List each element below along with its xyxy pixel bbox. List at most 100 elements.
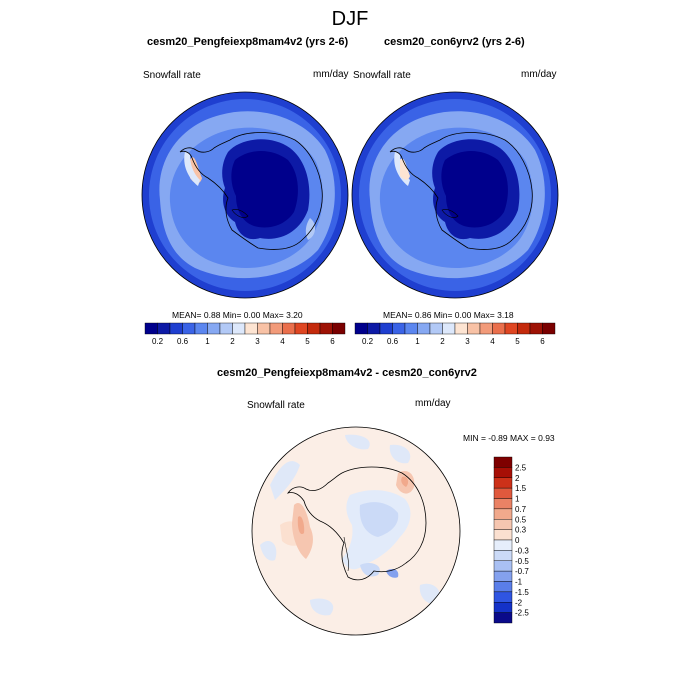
- right-colorbar-tick-label: 6: [540, 337, 545, 346]
- left-colorbar-tick-label: 0.6: [177, 337, 189, 346]
- right-colorbar-cell: [404, 322, 418, 335]
- left-panel-title: cesm20_Pengfeiexp8mam4v2 (yrs 2-6): [147, 36, 349, 48]
- diff-colorbar-tick-label: -2: [515, 598, 523, 607]
- left-colorbar-tick-label: 0.2: [152, 337, 164, 346]
- diff-colorbar-cell: [493, 456, 513, 468]
- right-colorbar-tick-label: 0.6: [387, 337, 399, 346]
- right-colorbar-cell: [492, 322, 506, 335]
- left-stats: MEAN= 0.88 Min= 0.00 Max= 3.20: [172, 310, 303, 320]
- diff-colorbar-tick-label: 0.3: [515, 526, 527, 535]
- diff-variable-label: Snowfall rate: [247, 400, 305, 411]
- diff-colorbar-cell: [493, 602, 513, 613]
- right-colorbar-cell: [429, 322, 443, 335]
- left-colorbar-cell: [319, 322, 333, 335]
- diff-stats: MIN = -0.89 MAX = 0.93: [463, 433, 555, 443]
- season-title: DJF: [331, 8, 369, 30]
- left-colorbar-cell: [182, 322, 196, 335]
- left-colorbar-cell: [257, 322, 271, 335]
- right-colorbar-tick-label: 2: [440, 337, 445, 346]
- left-colorbar-cell: [144, 322, 158, 335]
- left-colorbar-cell: [307, 322, 321, 335]
- diff-colorbar-cell: [493, 508, 513, 520]
- diff-colorbar-tick-label: 2: [515, 474, 520, 483]
- left-colorbar-cell: [269, 322, 283, 335]
- diff-colorbar-cell: [493, 467, 513, 478]
- left-colorbar-cell: [294, 322, 308, 335]
- right-stats: MEAN= 0.86 Min= 0.00 Max= 3.18: [383, 310, 514, 320]
- left-units-label: mm/day: [313, 69, 349, 80]
- diff-colorbar-tick-label: -1: [515, 578, 523, 587]
- right-colorbar-tick-label: 4: [490, 337, 495, 346]
- diff-colorbar-cell: [493, 487, 513, 499]
- left-colorbar-cell: [219, 322, 233, 335]
- left-variable-label: Snowfall rate: [143, 70, 201, 81]
- right-units-label: mm/day: [521, 69, 557, 80]
- right-colorbar-cell: [354, 322, 368, 335]
- left-colorbar-tick-label: 2: [230, 337, 235, 346]
- right-colorbar-cell: [467, 322, 481, 335]
- left-colorbar-cell: [244, 322, 258, 335]
- right-colorbar-cell: [442, 322, 456, 335]
- right-colorbar-cell: [392, 322, 406, 335]
- right-colorbar-tick-label: 3: [465, 337, 470, 346]
- diff-colorbar-cell: [493, 477, 513, 489]
- right-variable-label: Snowfall rate: [353, 70, 411, 81]
- right-colorbar-tick-label: 1: [415, 337, 420, 346]
- diff-colorbar-tick-label: 1: [515, 495, 520, 504]
- left-colorbar-tick-label: 5: [305, 337, 310, 346]
- diff-colorbar-cell: [493, 550, 513, 561]
- left-colorbar-cell: [282, 322, 296, 335]
- left-colorbar-cell: [332, 322, 346, 335]
- left-map-coastline: [179, 132, 323, 250]
- diff-panel-title: cesm20_Pengfeiexp8mam4v2 - cesm20_con6yr…: [217, 367, 477, 379]
- diff-colorbar-cell: [493, 581, 513, 593]
- right-colorbar-cell: [517, 322, 531, 335]
- right-colorbar-tick-label: 0.2: [362, 337, 374, 346]
- right-colorbar-tick-label: 5: [515, 337, 520, 346]
- right-panel-title: cesm20_con6yrv2 (yrs 2-6): [384, 36, 525, 48]
- diff-colorbar-cell: [493, 570, 513, 582]
- diff-colorbar-cell: [493, 519, 513, 530]
- right-colorbar-cell: [529, 322, 543, 335]
- left-colorbar-cell: [207, 322, 221, 335]
- diff-colorbar-cell: [493, 539, 513, 551]
- right-colorbar-cell: [454, 322, 468, 335]
- diff-colorbar-tick-label: 1.5: [515, 484, 527, 493]
- left-colorbar-tick-label: 6: [330, 337, 335, 346]
- diff-colorbar-tick-label: -0.7: [515, 567, 529, 576]
- diff-polar-map: [251, 426, 461, 636]
- left-colorbar-tick-label: 1: [205, 337, 210, 346]
- left-colorbar-cell: [232, 322, 246, 335]
- diff-colorbar-cell: [493, 560, 513, 572]
- diff-colorbar-cell: [493, 498, 513, 510]
- left-colorbar-tick-label: 3: [255, 337, 260, 346]
- diff-colorbar-tick-label: 0.7: [515, 505, 527, 514]
- diff-colorbar-tick-label: 2.5: [515, 463, 527, 472]
- left-colorbar-cell: [194, 322, 208, 335]
- diff-colorbar-cell: [493, 591, 513, 603]
- left-polar-map: [141, 91, 349, 299]
- right-colorbar-cell: [542, 322, 556, 335]
- diff-colorbar-tick-label: -0.3: [515, 546, 529, 555]
- left-colorbar-cell: [169, 322, 183, 335]
- diff-colorbar-tick-label: -1.5: [515, 588, 529, 597]
- diff-colorbar: 2.5 21.5 10.70.5 0.30-0.3 -0.5-0.7 -1-1.5-2 -2…: [493, 456, 529, 624]
- right-colorbar: 0.2 0.6 1 2 3 4 5 6: [354, 322, 556, 346]
- right-colorbar-cell: [479, 322, 493, 335]
- left-colorbar-cell: [157, 322, 171, 335]
- diff-colorbar-tick-label: -0.5: [515, 557, 529, 566]
- left-colorbar: 0.2 0.6 1 2 3 4 5 6: [144, 322, 346, 346]
- diff-colorbar-cell: [493, 612, 513, 624]
- diff-colorbar-tick-label: 0: [515, 536, 520, 545]
- right-colorbar-cell: [417, 322, 431, 335]
- diff-colorbar-cell: [493, 529, 513, 541]
- diff-colorbar-tick-label: -2.5: [515, 609, 529, 618]
- diff-colorbar-tick-label: 0.5: [515, 515, 527, 524]
- left-colorbar-tick-label: 4: [280, 337, 285, 346]
- right-map-coastline: [389, 132, 533, 250]
- diff-units-label: mm/day: [415, 398, 451, 409]
- right-colorbar-cell: [379, 322, 393, 335]
- right-polar-map: [351, 91, 559, 299]
- right-colorbar-cell: [504, 322, 518, 335]
- diff-map-coastline: [287, 466, 427, 581]
